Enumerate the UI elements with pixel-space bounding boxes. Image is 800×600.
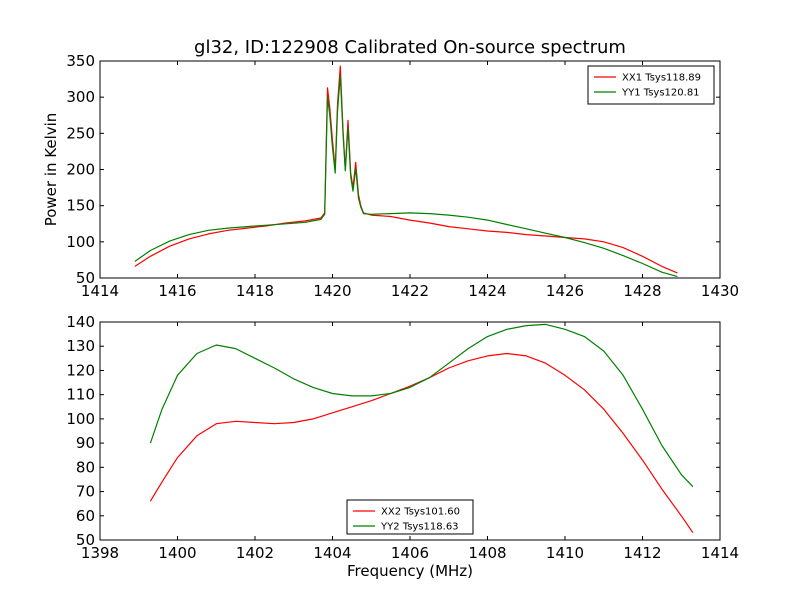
top-x-tick-label: 1426 <box>546 282 584 300</box>
top-y-tick-label: 100 <box>66 233 95 251</box>
bottom-x-tick-label: 1398 <box>81 544 119 562</box>
bottom-x-axis-title: Frequency (MHz) <box>347 562 473 580</box>
bottom-y-tick-label: 80 <box>76 458 95 476</box>
top-y-tick-label: 150 <box>66 197 95 215</box>
bottom-x-tick-label: 1410 <box>546 544 584 562</box>
top-x-tick-label: 1420 <box>313 282 351 300</box>
bottom-legend: XX2 Tsys101.60 YY2 Tsys118.63 <box>346 499 474 535</box>
top-series-line-yy <box>134 74 678 278</box>
bottom-y-tick-label: 100 <box>66 410 95 428</box>
top-y-tick-label: 200 <box>66 161 95 179</box>
bottom-y-tick-label: 120 <box>66 361 95 379</box>
top-y-tick-label: 50 <box>76 269 95 287</box>
bottom-y-tick-label: 70 <box>76 483 95 501</box>
bottom-y-tick-label: 110 <box>66 386 95 404</box>
top-y-tick-label: 300 <box>66 88 95 106</box>
top-legend-label: YY1 Tsys120.81 <box>621 88 700 99</box>
bottom-series-line-yy <box>149 323 694 488</box>
bottom-legend-label: YY2 Tsys118.63 <box>380 522 459 533</box>
bottom-legend-label: XX2 Tsys101.60 <box>381 507 460 518</box>
top-x-tick-label: 1430 <box>701 282 739 300</box>
top-y-axis-title: Power in Kelvin <box>42 113 60 227</box>
top-x-tick-label: 1422 <box>391 282 429 300</box>
bottom-x-tick-label: 1404 <box>313 544 351 562</box>
bottom-x-tick-label: 1400 <box>158 544 196 562</box>
bottom-spectrum-chart: 1398 1400 1402 1404 1406 1408 1410 1412 1414 50 60… <box>66 313 739 580</box>
bottom-y-tick-label: 50 <box>76 531 95 549</box>
top-y-tick-label: 350 <box>66 52 95 70</box>
bottom-x-tick-label: 1412 <box>623 544 661 562</box>
top-legend: XX1 Tsys118.89 YY1 Tsys120.81 <box>587 65 715 105</box>
bottom-y-tick-label: 60 <box>76 507 95 525</box>
top-spectrum-chart: 1414 1416 1418 1420 1422 1424 1426 1428 1430 50 10… <box>42 52 739 300</box>
top-x-tick-label: 1424 <box>468 282 506 300</box>
bottom-x-tick-label: 1414 <box>701 544 739 562</box>
bottom-y-tick-label: 140 <box>66 313 95 331</box>
top-x-tick-label: 1428 <box>623 282 661 300</box>
bottom-x-tick-label: 1408 <box>468 544 506 562</box>
top-x-tick-label: 1418 <box>236 282 274 300</box>
top-y-tick-label: 250 <box>66 124 95 142</box>
bottom-legend-box <box>346 499 474 535</box>
bottom-x-tick-label: 1406 <box>391 544 429 562</box>
figure-title: gl32, ID:122908 Calibrated On-source spe… <box>194 37 626 58</box>
bottom-x-tick-label: 1402 <box>236 544 274 562</box>
bottom-y-tick-label: 130 <box>66 337 95 355</box>
bottom-y-tick-label: 90 <box>76 434 95 452</box>
top-x-tick-label: 1414 <box>81 282 119 300</box>
top-legend-label: XX1 Tsys118.89 <box>622 73 701 84</box>
top-legend-box <box>587 65 715 105</box>
top-x-tick-label: 1416 <box>158 282 196 300</box>
